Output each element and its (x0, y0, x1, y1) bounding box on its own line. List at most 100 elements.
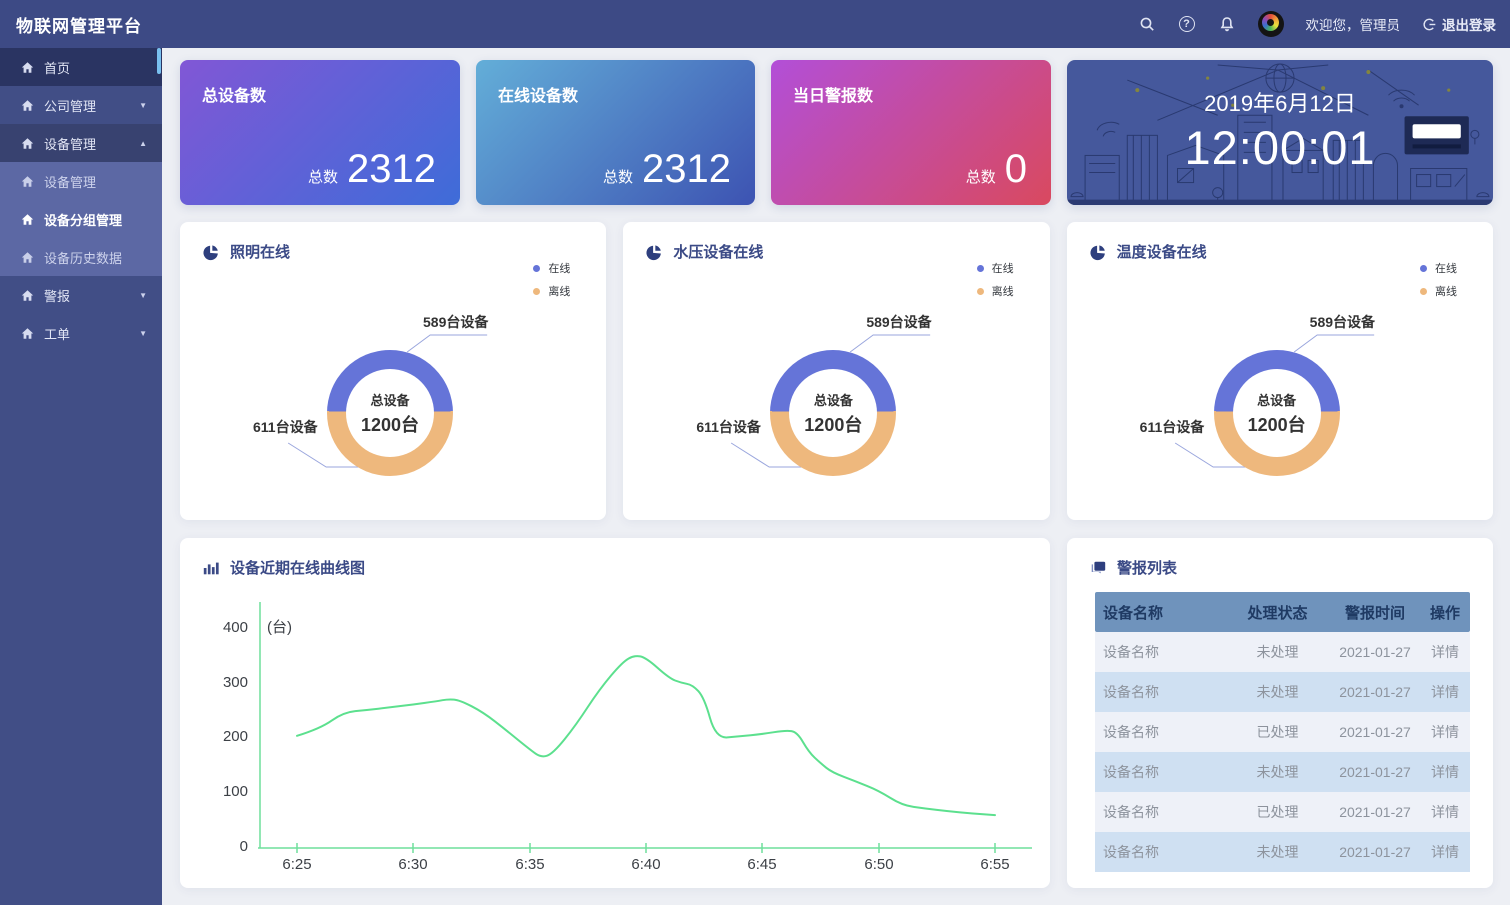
legend-dot (1419, 264, 1427, 272)
logout-button[interactable]: 退出登录 (1422, 14, 1496, 34)
pie-cards-row: 照明在线 在线 离线 589台设备 611台设备 总设备 1200台 (180, 222, 1493, 520)
status: 已处理 (1225, 712, 1330, 752)
welcome-text: 欢迎您，管理员 (1305, 18, 1401, 33)
stat-prefix: 总数 (603, 169, 634, 186)
x-tick: 6:25 (282, 856, 312, 873)
x-tick: 6:50 (864, 856, 894, 873)
device-name: 设备名称 (1095, 752, 1225, 792)
home-icon (21, 61, 34, 74)
header-actions: ? 欢迎您，管理员 退出登录 (1138, 0, 1496, 48)
legend-dot (976, 264, 984, 272)
card-title: 设备近期在线曲线图 (230, 560, 366, 577)
y-tick: 100 (222, 783, 248, 800)
stat-value: 2312 (347, 147, 436, 191)
pie-callout-online: 589台设备 (423, 314, 489, 330)
alert-time: 2021-01-27 (1330, 632, 1420, 672)
stat-prefix: 总数 (308, 169, 339, 186)
user-avatar[interactable] (1257, 11, 1284, 37)
alert-time: 2021-01-27 (1330, 712, 1420, 752)
x-tick: 6:40 (631, 856, 661, 873)
alert-time: 2021-01-27 (1330, 752, 1420, 792)
pie-callout-online: 589台设备 (1309, 314, 1376, 330)
alert-list-icon (1089, 559, 1107, 577)
city-illustration (1067, 63, 1493, 205)
notifications-bell-icon[interactable] (1218, 15, 1236, 33)
device-name: 设备名称 (1095, 792, 1225, 832)
line-series (296, 655, 996, 817)
sidebar-item-device-mgmt[interactable]: 设备管理 ▲ (0, 124, 162, 162)
card-title: 温度设备在线 (1116, 244, 1207, 261)
detail-link[interactable]: 详情 (1420, 792, 1470, 832)
stat-card-todays-alerts: 当日警报数 总数 0 (771, 60, 1051, 205)
legend-dot (533, 287, 541, 295)
home-icon (21, 213, 34, 226)
sidebar-item-alerts[interactable]: 警报 ▼ (0, 276, 162, 314)
device-name: 设备名称 (1095, 632, 1225, 672)
stat-value: 2312 (642, 147, 731, 191)
alert-time: 2021-01-27 (1330, 792, 1420, 832)
alert-time: 2021-01-27 (1330, 672, 1420, 712)
status: 未处理 (1225, 632, 1330, 672)
pie-legend: 在线 离线 (1419, 260, 1457, 299)
home-icon (21, 327, 34, 340)
legend-item-offline[interactable]: 离线 (976, 283, 1014, 299)
sidebar-subitem-device-group-mgmt[interactable]: 设备分组管理 (0, 200, 162, 238)
y-axis-unit: (台) (267, 619, 292, 636)
alert-list-card: 警报列表 设备名称 处理状态 警报时间 操作 设备名称 未处理 2 (1067, 538, 1493, 888)
sidebar-item-home[interactable]: 首页 (0, 48, 162, 86)
detail-link[interactable]: 详情 (1420, 632, 1470, 672)
table-row: 设备名称 未处理 2021-01-27 详情 (1095, 672, 1470, 712)
sidebar-subitem-device-history[interactable]: 设备历史数据 (0, 238, 162, 276)
x-tick: 6:30 (398, 856, 428, 873)
pie-callout-online: 589台设备 (866, 314, 932, 330)
device-name: 设备名称 (1095, 672, 1225, 712)
chevron-down-icon: ▼ (139, 100, 147, 110)
legend-item-online[interactable]: 在线 (1419, 260, 1457, 276)
detail-link[interactable]: 详情 (1420, 752, 1470, 792)
legend-item-online[interactable]: 在线 (976, 260, 1014, 276)
detail-link[interactable]: 详情 (1420, 672, 1470, 712)
pie-legend: 在线 离线 (976, 260, 1014, 299)
pie-legend: 在线 离线 (533, 260, 570, 299)
status: 未处理 (1225, 752, 1330, 792)
sidebar-subitem-device-mgmt[interactable]: 设备管理 (0, 162, 162, 200)
x-tick: 6:55 (980, 856, 1010, 873)
stat-cards-row: 总设备数 总数 2312 在线设备数 总数 2312 当日警报数 总数 0 (180, 60, 1493, 205)
status: 未处理 (1225, 832, 1330, 872)
pie-chart-icon (202, 243, 220, 261)
scrollbar-thumb[interactable] (157, 48, 161, 74)
bar-chart-icon (202, 559, 220, 577)
legend-item-online[interactable]: 在线 (533, 260, 570, 276)
home-icon (21, 289, 34, 302)
legend-item-offline[interactable]: 离线 (1419, 283, 1457, 299)
stat-card-online-devices: 在线设备数 总数 2312 (476, 60, 755, 205)
table-row: 设备名称 已处理 2021-01-27 详情 (1095, 712, 1470, 752)
table-row: 设备名称 未处理 2021-01-27 详情 (1095, 752, 1470, 792)
line-chart-card: 设备近期在线曲线图 (台) 400 300 200 (180, 538, 1050, 888)
status: 未处理 (1225, 672, 1330, 712)
chevron-down-icon: ▼ (139, 328, 147, 338)
device-name: 设备名称 (1095, 712, 1225, 752)
legend-dot (533, 264, 541, 272)
detail-link[interactable]: 详情 (1420, 832, 1470, 872)
stat-value: 0 (1004, 147, 1027, 191)
logout-icon (1423, 18, 1436, 30)
sidebar-item-work-orders[interactable]: 工单 ▼ (0, 314, 162, 352)
pie-card-water-pressure-online: 水压设备在线 在线 离线 589台设备 611台设备 总设备 1200台 (623, 222, 1050, 520)
y-tick: 300 (222, 674, 248, 691)
donut-chart: 总设备 1200台 (327, 350, 453, 476)
donut-chart: 总设备 1200台 (770, 350, 897, 476)
y-tick: 0 (239, 838, 248, 855)
legend-item-offline[interactable]: 离线 (533, 283, 570, 299)
legend-dot (976, 287, 984, 295)
sidebar-item-company-mgmt[interactable]: 公司管理 ▼ (0, 86, 162, 124)
pie-callout-offline: 611台设备 (1139, 419, 1205, 435)
help-icon[interactable]: ? (1178, 15, 1196, 33)
bottom-row: 设备近期在线曲线图 (台) 400 300 200 (180, 538, 1493, 888)
detail-link[interactable]: 详情 (1420, 712, 1470, 752)
stat-prefix: 总数 (965, 169, 996, 186)
table-row: 设备名称 未处理 2021-01-27 详情 (1095, 632, 1470, 672)
pie-card-temperature-online: 温度设备在线 在线 离线 589台设备 611台设备 总设备 1200台 (1066, 222, 1493, 520)
table-row: 设备名称 未处理 2021-01-27 详情 (1095, 832, 1470, 872)
search-icon[interactable] (1138, 15, 1156, 33)
